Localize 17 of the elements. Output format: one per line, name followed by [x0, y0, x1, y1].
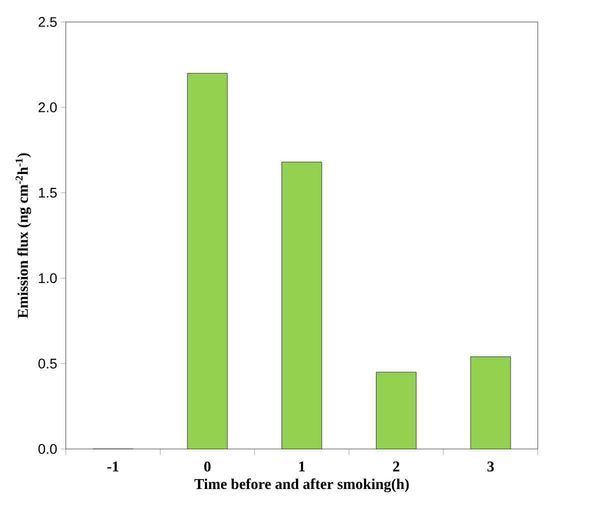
bar — [187, 73, 228, 449]
y-tick-label: 2.0 — [38, 102, 57, 112]
bar — [282, 162, 322, 449]
y-tick-label: 1.5 — [38, 188, 57, 198]
bar — [470, 356, 511, 449]
y-tick-label: 0.0 — [38, 444, 57, 454]
x-axis-title: Time before and after smoking(h) — [194, 478, 409, 492]
x-tick-label: 0 — [204, 462, 211, 472]
x-tick-label: 2 — [393, 462, 400, 472]
bar — [376, 372, 416, 449]
y-tick-label: 1.0 — [38, 273, 57, 284]
y-tick-label: 0.5 — [38, 358, 57, 369]
x-tick-label: 3 — [487, 462, 494, 472]
y-axis-title: Emission flux (ng cm$^{-2}$h$^{-1}$) — [16, 153, 32, 318]
x-tick-label: -1 — [107, 462, 118, 472]
x-tick-label: 1 — [299, 462, 305, 472]
y-tick-label: 2.5 — [38, 17, 57, 27]
